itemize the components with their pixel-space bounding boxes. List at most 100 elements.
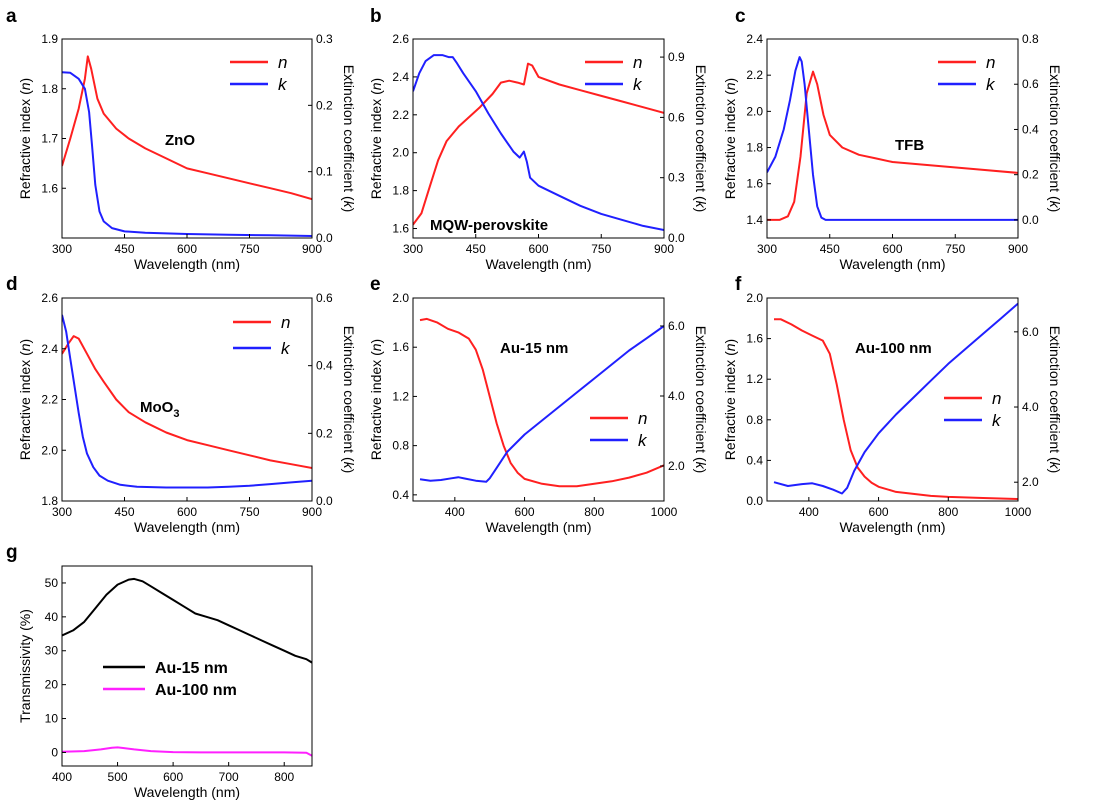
y-tick-label-right-b: 0.9 bbox=[668, 50, 685, 64]
y-axis-label-right-d: Extinction coefficient (k) bbox=[341, 326, 357, 474]
series-line-g-au-15-nm bbox=[62, 577, 312, 664]
plot-frame-d bbox=[61, 297, 313, 502]
y-tick-label-left-c: 1.8 bbox=[746, 141, 763, 155]
series-line-c-k bbox=[767, 56, 1018, 221]
x-tick-label-f: 400 bbox=[799, 505, 819, 519]
material-label-d: MoO3 bbox=[140, 399, 179, 420]
panel-e: e 400 600 800 1000 0.4 0.8 1.2 1.6 2.0 2.0 4.0 6.0 Wa… bbox=[368, 274, 709, 535]
y-axis-label-right-b: Extinction coefficient (k) bbox=[693, 65, 709, 213]
legend-label-f-1: k bbox=[992, 411, 1002, 430]
y-tick-label-left-g: 40 bbox=[45, 610, 59, 624]
y-tick-label-right-b: 0.0 bbox=[668, 231, 685, 245]
y-tick-label-left-f: 2.0 bbox=[746, 291, 763, 305]
y-tick-label-right-c: 0.8 bbox=[1022, 32, 1039, 46]
series-line-g-au-100-nm bbox=[62, 746, 312, 757]
x-tick-label-e: 600 bbox=[515, 505, 535, 519]
y-tick-label-right-d: 0.6 bbox=[316, 291, 333, 305]
panel-a: a 300 450 600 750 900 1.6 1.7 1.8 1.9 0.0 0.1 0.2 0.3… bbox=[6, 6, 357, 272]
plot-frame-b bbox=[412, 38, 665, 239]
series-line-f-n bbox=[774, 318, 1018, 500]
x-tick-label-c: 300 bbox=[757, 242, 777, 256]
y-tick-label-left-f: 0.8 bbox=[746, 413, 763, 427]
panel-letter-b: b bbox=[370, 6, 382, 27]
legend-label-c-1: k bbox=[986, 75, 996, 94]
panel-letter-d: d bbox=[6, 274, 18, 295]
y-axis-label-left-e: Refractive index (n) bbox=[368, 339, 384, 460]
legend-label-d-0: n bbox=[281, 313, 290, 332]
plot-frame-c bbox=[766, 38, 1019, 239]
y-tick-label-right-a: 0.0 bbox=[316, 231, 333, 245]
y-tick-label-left-a: 1.7 bbox=[41, 132, 58, 146]
x-tick-label-g: 500 bbox=[108, 770, 128, 784]
y-tick-label-left-e: 2.0 bbox=[392, 291, 409, 305]
legend-label-f-0: n bbox=[992, 389, 1001, 408]
y-axis-label-right-f: Extinction coefficient (k) bbox=[1047, 326, 1063, 474]
y-tick-label-right-e: 2.0 bbox=[668, 459, 685, 473]
x-tick-label-d: 450 bbox=[114, 505, 134, 519]
panel-letter-a: a bbox=[6, 6, 17, 27]
y-tick-label-left-d: 2.4 bbox=[41, 342, 58, 356]
y-tick-label-left-d: 2.0 bbox=[41, 443, 58, 457]
x-tick-label-d: 300 bbox=[52, 505, 72, 519]
panel-letter-g: g bbox=[6, 542, 18, 563]
series-line-a-k bbox=[62, 71, 312, 237]
series-line-b-k bbox=[413, 54, 664, 231]
y-tick-label-right-d: 0.2 bbox=[316, 426, 333, 440]
y-tick-label-right-c: 0.0 bbox=[1022, 213, 1039, 227]
x-tick-label-a: 450 bbox=[114, 242, 134, 256]
x-tick-label-g: 700 bbox=[219, 770, 239, 784]
legend-label-a-0: n bbox=[278, 53, 287, 72]
x-tick-label-d: 900 bbox=[302, 505, 322, 519]
y-tick-label-right-b: 0.6 bbox=[668, 110, 685, 124]
y-tick-label-left-b: 2.2 bbox=[392, 108, 409, 122]
plot-frame-f bbox=[766, 297, 1019, 502]
panel-c: c 300 450 600 750 900 1.4 1.6 1.8 2.0 2.2 2.4 0.0 0.2… bbox=[722, 6, 1063, 272]
y-tick-label-right-c: 0.6 bbox=[1022, 77, 1039, 91]
x-tick-label-c: 450 bbox=[820, 242, 840, 256]
legend-label-g-1: Au-100 nm bbox=[155, 682, 237, 699]
y-axis-label-right-a: Extinction coefficient (k) bbox=[341, 65, 357, 213]
x-tick-label-a: 300 bbox=[52, 242, 72, 256]
panel-letter-f: f bbox=[735, 274, 742, 295]
legend-label-a-1: k bbox=[278, 75, 288, 94]
x-tick-label-e: 1000 bbox=[651, 505, 678, 519]
y-tick-label-left-d: 2.6 bbox=[41, 291, 58, 305]
panel-d: d 300 450 600 750 900 1.8 2.0 2.2 2.4 2.6 0.0 0.2 0.4… bbox=[6, 274, 357, 535]
panel-g: g 400 500 600 700 800 0 10 20 30 40 50 Wavelength (n… bbox=[6, 542, 313, 800]
x-axis-label-d: Wavelength (nm) bbox=[134, 519, 240, 535]
series-line-d-n bbox=[62, 335, 312, 469]
plot-frame-e bbox=[412, 297, 665, 502]
y-tick-label-left-g: 30 bbox=[45, 644, 59, 658]
y-axis-label-left-a: Refractive index (n) bbox=[17, 78, 33, 199]
x-axis-label-b: Wavelength (nm) bbox=[485, 256, 591, 272]
y-tick-label-left-g: 20 bbox=[45, 678, 59, 692]
y-tick-label-right-c: 0.4 bbox=[1022, 122, 1039, 136]
legend-label-b-0: n bbox=[633, 53, 642, 72]
y-tick-label-right-a: 0.1 bbox=[316, 165, 333, 179]
panel-b: b 300 450 600 750 900 1.6 1.8 2.0 2.2 2.4 2.6 0.0 0.3… bbox=[368, 6, 709, 272]
y-tick-label-left-e: 0.8 bbox=[392, 439, 409, 453]
y-tick-label-right-d: 0.0 bbox=[316, 494, 333, 508]
x-tick-label-a: 900 bbox=[302, 242, 322, 256]
y-tick-label-left-a: 1.9 bbox=[41, 32, 58, 46]
y-tick-label-left-f: 0.4 bbox=[746, 453, 763, 467]
material-label-a: ZnO bbox=[165, 132, 195, 149]
series-line-d-k bbox=[62, 314, 312, 489]
x-tick-label-b: 450 bbox=[466, 242, 486, 256]
panel-letter-c: c bbox=[735, 6, 746, 27]
y-tick-label-left-f: 1.2 bbox=[746, 372, 763, 386]
x-tick-label-c: 900 bbox=[1008, 242, 1028, 256]
y-tick-label-right-e: 6.0 bbox=[668, 319, 685, 333]
y-axis-label-right-e: Extinction coefficient (k) bbox=[693, 326, 709, 474]
legend-label-e-1: k bbox=[638, 431, 648, 450]
y-tick-label-right-c: 0.2 bbox=[1022, 168, 1039, 182]
series-line-e-n bbox=[419, 317, 664, 488]
series-line-c-n bbox=[767, 70, 1018, 221]
x-tick-label-d: 600 bbox=[177, 505, 197, 519]
x-tick-label-a: 600 bbox=[177, 242, 197, 256]
series-line-a-n bbox=[62, 55, 312, 201]
legend-label-b-1: k bbox=[633, 75, 643, 94]
y-tick-label-left-c: 2.2 bbox=[746, 68, 763, 82]
x-tick-label-c: 600 bbox=[882, 242, 902, 256]
